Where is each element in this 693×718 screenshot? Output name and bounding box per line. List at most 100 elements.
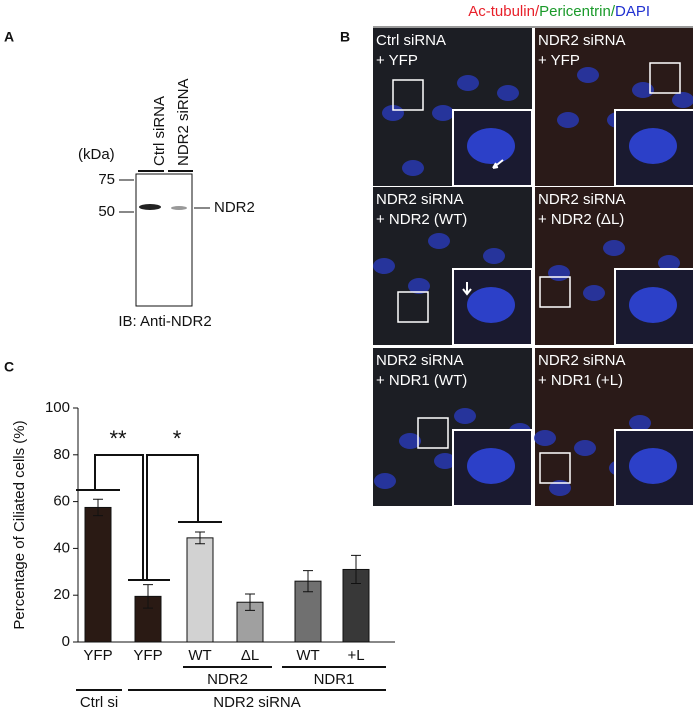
condition-label: NDR2 siRNA	[376, 352, 464, 369]
condition-label: NDR2 siRNA	[538, 352, 626, 369]
condition-label: + NDR2 (WT)	[376, 211, 467, 228]
nucleus	[632, 82, 654, 98]
y-tick-label: 100	[45, 399, 70, 416]
nucleus	[374, 473, 396, 489]
nucleus	[408, 278, 430, 294]
marker-label: 75	[98, 171, 115, 188]
legend-entry: DAPI	[615, 3, 650, 20]
panel-label: B	[340, 29, 350, 45]
bar	[186, 537, 214, 643]
nucleus	[497, 85, 519, 101]
y-tick-label: 0	[62, 633, 70, 650]
x-tick-label: YFP	[83, 647, 112, 664]
legend: Ac-tubulin/Pericentrin/DAPI	[468, 3, 650, 20]
nucleus	[428, 233, 450, 249]
marker-label: 50	[98, 203, 115, 220]
nucleus	[557, 112, 579, 128]
nucleus	[577, 67, 599, 83]
arrow	[462, 282, 472, 296]
error-bar	[245, 593, 255, 611]
nucleus	[399, 433, 421, 449]
error-bar	[195, 531, 205, 545]
zoom-box	[392, 79, 424, 111]
micrographs: Ctrl siRNA + YFP NDR2 siRNA + YFP NDR2 siRNA…	[373, 26, 693, 507]
group-label: NDR2	[207, 671, 248, 688]
nucleus	[467, 128, 515, 164]
nucleus	[548, 265, 570, 281]
condition-label: Ctrl siRNA	[376, 32, 446, 49]
significance-bracket	[76, 454, 222, 581]
y-tick-label: 40	[53, 539, 70, 556]
lane-label: NDR2 siRNA	[175, 78, 192, 166]
blot	[135, 173, 193, 307]
nucleus	[467, 448, 515, 484]
legend-entry: Ac-tubulin	[468, 3, 535, 20]
nucleus	[603, 240, 625, 256]
nucleus	[432, 105, 454, 121]
arrow	[492, 159, 504, 169]
condition-label: + YFP	[538, 52, 580, 69]
band	[171, 206, 187, 210]
condition-label: + YFP	[376, 52, 418, 69]
zoom-box	[539, 452, 571, 484]
legend-text: Ac-tubulin/Pericentrin/DAPI	[468, 3, 650, 20]
nucleus	[457, 75, 479, 91]
y-tick-label: 80	[53, 446, 70, 463]
condition-label: + NDR1 (+L)	[538, 372, 623, 389]
error-bar	[93, 498, 103, 517]
significance: *	[173, 426, 182, 451]
condition-label: NDR2 siRNA	[376, 191, 464, 208]
nucleus	[583, 285, 605, 301]
legend-entry: Pericentrin	[539, 3, 611, 20]
nucleus	[373, 258, 395, 274]
zoom-box	[397, 291, 429, 323]
nucleus	[454, 408, 476, 424]
error-bar	[351, 554, 361, 584]
significance: **	[109, 426, 127, 451]
y-axis-label: Percentage of Ciliated cells (%)	[11, 420, 28, 629]
nucleus	[483, 248, 505, 264]
nucleus	[672, 92, 693, 108]
zoom-box	[649, 62, 681, 94]
band	[139, 204, 161, 210]
condition-label: NDR2 siRNA	[538, 32, 626, 49]
panel-label: C	[4, 359, 14, 375]
nucleus	[549, 480, 571, 496]
nucleus	[574, 440, 596, 456]
nucleus	[534, 430, 556, 446]
condition-label: + NDR1 (WT)	[376, 372, 467, 389]
legend-entry: /	[535, 3, 540, 20]
nucleus	[629, 415, 651, 431]
x-tick-label: ΔL	[241, 647, 259, 664]
group-label: NDR2 siRNA	[213, 694, 301, 711]
x-tick-label: YFP	[133, 647, 162, 664]
unit-label: (kDa)	[78, 146, 115, 163]
band-label: NDR2	[214, 199, 255, 216]
x-tick-label: WT	[296, 647, 319, 664]
zoom-box	[417, 417, 449, 449]
condition-label: + NDR2 (ΔL)	[538, 211, 624, 228]
bar-chart: Percentage of Ciliated cells (%) 0 20 40 60 8…	[11, 399, 395, 711]
legend-entry: /	[611, 3, 616, 20]
error-bar	[303, 570, 313, 593]
bar	[84, 506, 112, 643]
group-label: NDR1	[314, 671, 355, 688]
error-bar	[143, 584, 153, 609]
nucleus	[382, 105, 404, 121]
nucleus	[629, 287, 677, 323]
zoom-box	[539, 276, 571, 308]
x-tick-label: +L	[347, 647, 364, 664]
nucleus	[629, 128, 677, 164]
caption: IB: Anti-NDR2	[118, 313, 211, 330]
group-label: Ctrl si	[80, 694, 118, 711]
y-tick-label: 20	[53, 586, 70, 603]
lane-label: Ctrl siRNA	[151, 96, 168, 166]
condition-label: NDR2 siRNA	[538, 191, 626, 208]
panel-label: A	[4, 29, 14, 45]
nucleus	[629, 448, 677, 484]
nucleus	[658, 255, 680, 271]
y-tick-label: 60	[53, 493, 70, 510]
x-tick-label: WT	[188, 647, 211, 664]
nucleus	[402, 160, 424, 176]
